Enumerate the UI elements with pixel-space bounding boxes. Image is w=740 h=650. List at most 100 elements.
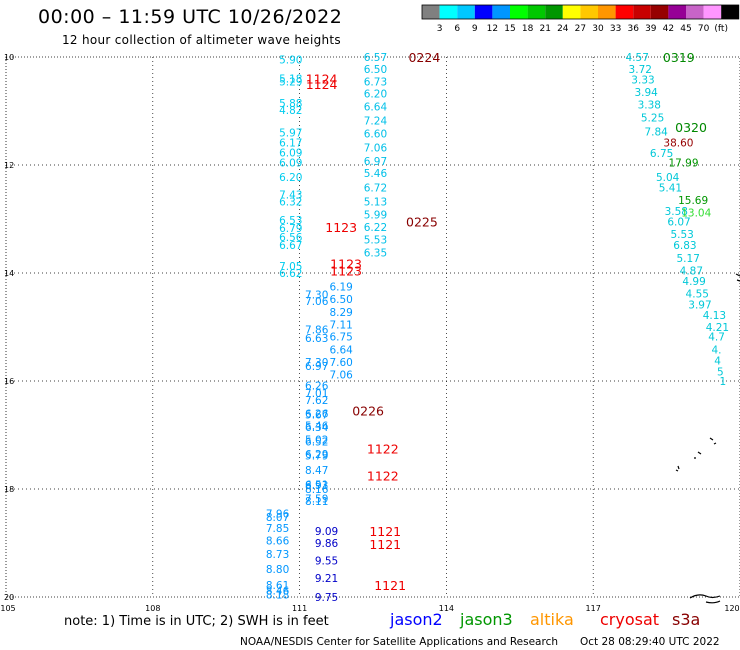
wave-height-value: 6.97 <box>364 156 387 168</box>
wave-height-value: 8.11 <box>305 496 328 508</box>
lat-label: 10 <box>4 53 14 62</box>
lon-label: 117 <box>586 604 601 613</box>
wave-height-value: 9.21 <box>315 573 338 585</box>
wave-height-value: 7.06 <box>305 296 329 308</box>
wave-height-value: 5.46 <box>364 168 388 180</box>
legend-label: 18 <box>522 24 534 34</box>
wave-height-value: 6.79 <box>279 223 302 235</box>
legend-label: (ft) <box>714 24 728 34</box>
pass-time-label: 1121 <box>374 578 406 593</box>
wave-height-value: 5.53 <box>670 229 693 241</box>
wave-height-value: 7.96 <box>266 508 290 520</box>
wave-height-value: 7.24 <box>364 116 388 128</box>
wave-height-value: 7.84 <box>644 127 668 139</box>
legend-swatch <box>615 5 634 19</box>
lon-label: 120 <box>724 604 739 613</box>
mission-s3a: s3a <box>672 610 700 629</box>
wave-height-value: 7.01 <box>305 388 328 400</box>
wave-height-value: 7.06 <box>329 370 353 382</box>
wave-height-value: 8.61 <box>266 580 289 592</box>
wave-height-value: 3.33 <box>631 75 654 87</box>
pass-time-label: 1121 <box>369 537 401 552</box>
wave-height-value: 4.82 <box>279 105 302 117</box>
map-frame <box>5 56 740 598</box>
wave-height-value: 6.63 <box>305 333 328 345</box>
wave-height-value: 17.99 <box>668 157 698 169</box>
legend-swatch <box>580 5 598 19</box>
map-subtitle: 12 hour collection of altimeter wave hei… <box>62 33 341 47</box>
wave-height-value: 6.57 <box>364 52 387 64</box>
wave-height-value: 7.30 <box>305 357 328 369</box>
wave-height-value: 6.20 <box>364 89 387 101</box>
footer-note: note: 1) Time is in UTC; 2) SWH is in fe… <box>64 614 329 629</box>
legend-label: 9 <box>472 24 478 34</box>
legend-label: 30 <box>592 24 604 34</box>
wave-height-value: 6.51 <box>305 480 328 492</box>
legend-swatch <box>545 5 563 19</box>
color-legend: 3 6 9 12 15 18 21 24 27 30 33 36 39 42 45 70 (ft) <box>421 4 740 34</box>
legend-label: 70 <box>698 24 710 34</box>
wave-height-value: 3.58 <box>665 206 688 218</box>
wave-height-value: 7.86 <box>305 325 329 337</box>
wave-height-value: 6.19 <box>329 282 352 294</box>
wave-height-value: 8.93 <box>305 480 328 492</box>
footer-timestamp: Oct 28 08:29:40 UTC 2022 <box>580 636 720 648</box>
wave-height-value: 9.75 <box>315 592 338 604</box>
lat-label: 20 <box>4 593 14 602</box>
wave-height-value: 5.04 <box>656 172 680 184</box>
legend-label: 45 <box>680 24 691 34</box>
wave-height-value: 7.60 <box>329 357 352 369</box>
lat-label: 12 <box>4 161 14 170</box>
lon-label: 111 <box>292 604 307 613</box>
wave-height-value: 5.18 <box>279 74 302 86</box>
island-dots <box>675 437 717 472</box>
lat-label: 18 <box>4 485 14 494</box>
pass-time-label: 0224 <box>408 50 440 65</box>
wave-height-value: 6.72 <box>364 183 387 195</box>
pass-time-label: 1123 <box>325 220 357 235</box>
wave-height-value: 4.99 <box>682 276 705 288</box>
wave-height-value: 6.34 <box>305 422 329 434</box>
wave-height-value: 7.85 <box>266 523 289 535</box>
wave-height-value: 8.29 <box>329 307 352 319</box>
wave-height-value: 38.60 <box>663 137 693 149</box>
wave-height-value: 5.41 <box>659 183 682 195</box>
wave-height-value: 7.62 <box>305 395 328 407</box>
wave-height-value: 6.67 <box>279 240 302 252</box>
lat-label: 16 <box>4 377 14 386</box>
wave-height-value: 15.69 <box>678 195 708 207</box>
pass-time-label: 1124 <box>306 77 338 92</box>
map-border <box>5 56 740 598</box>
wave-height-value: 6.64 <box>364 102 388 114</box>
wave-height-value: 5.02 <box>305 434 328 446</box>
wave-height-value: 3.38 <box>638 100 661 112</box>
legend-swatch <box>650 5 669 19</box>
wave-height-value: 8.66 <box>266 535 290 547</box>
wave-height-value: 6.22 <box>364 222 387 234</box>
wave-height-value: 8.16 <box>305 484 329 496</box>
wave-height-value: 4. <box>712 345 722 357</box>
wave-height-value: 4 <box>714 355 721 367</box>
wave-height-value: 4.21 <box>706 322 729 334</box>
legend-swatch <box>457 5 475 19</box>
mission-jason3: jason3 <box>459 610 513 629</box>
wave-height-value: 3.94 <box>634 87 658 99</box>
legend-label: 39 <box>645 24 657 34</box>
footer: note: 1) Time is in UTC; 2) SWH is in fe… <box>64 610 720 648</box>
legend-swatch <box>492 5 510 19</box>
wave-height-value: 7.06 <box>364 143 388 155</box>
wave-height-value: 6.50 <box>364 64 387 76</box>
wave-height-value: 5.53 <box>364 235 387 247</box>
map-title: 00:00 – 11:59 UTC 10/26/2022 <box>38 6 343 28</box>
wave-height-value: 4.57 <box>626 52 649 64</box>
legend-swatch <box>439 5 458 19</box>
wave-height-value: 6.32 <box>279 197 302 209</box>
pass-time-label: 1124 <box>306 72 338 87</box>
coastline <box>675 273 740 604</box>
legend-swatch <box>703 5 722 19</box>
wave-height-value: 5.97 <box>279 128 302 140</box>
wave-height-tracks: 5.905.185.295.884.825.976.176.096.096.20… <box>266 52 729 604</box>
legend-swatch <box>598 5 616 19</box>
